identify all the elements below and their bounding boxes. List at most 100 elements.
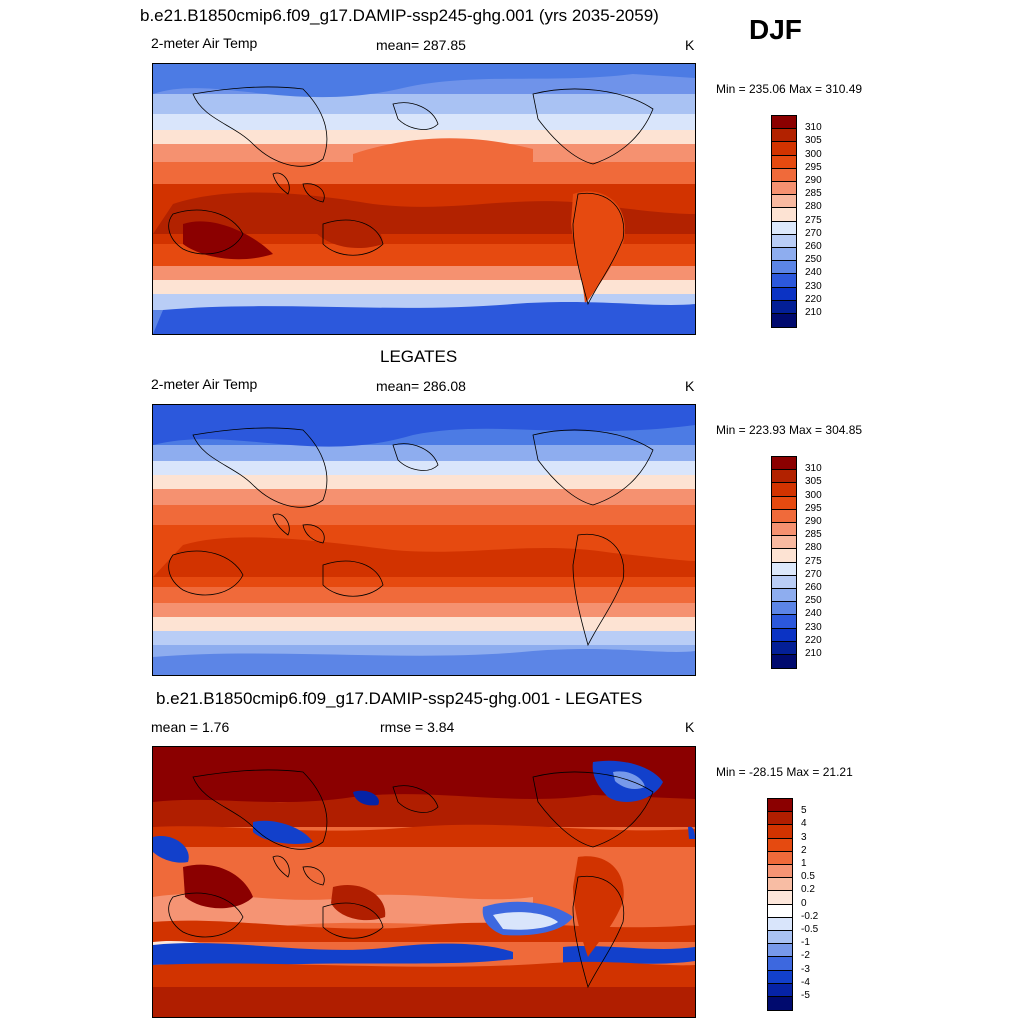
colorbar-label: 275 [805, 555, 822, 567]
panel3-minmax: Min = -28.15 Max = 21.21 [716, 765, 853, 779]
colorbar-swatch [771, 128, 797, 143]
colorbar-swatch [771, 220, 797, 235]
colorbar-swatch [771, 286, 797, 301]
colorbar-swatch [771, 260, 797, 275]
colorbar-label: 290 [805, 175, 822, 186]
colorbar-label: 240 [805, 608, 822, 620]
colorbar-label: 270 [805, 568, 822, 580]
colorbar-swatch [771, 273, 797, 288]
colorbar-label: 0.2 [801, 884, 815, 896]
panel3-map [152, 746, 696, 1018]
colorbar-label: -4 [801, 976, 810, 988]
colorbar-label: 260 [805, 241, 822, 252]
season-label: DJF [749, 14, 802, 45]
panel1-variable-label: 2-meter Air Temp [151, 35, 258, 51]
colorbar-swatch [771, 299, 797, 314]
colorbar-swatch [771, 181, 797, 196]
colorbar-swatch [767, 824, 793, 839]
colorbar-label: 275 [805, 214, 822, 226]
colorbar-swatch [771, 247, 797, 262]
colorbar-swatch [771, 456, 797, 471]
colorbar-label: -0.2 [801, 910, 819, 922]
colorbar-swatch [767, 956, 793, 971]
colorbar-swatch [767, 996, 793, 1012]
colorbar-swatch [771, 469, 797, 484]
colorbar-swatch [771, 601, 797, 616]
colorbar-swatch [771, 141, 797, 156]
panel1-colorbar: 310 305 300 295 290 285 280 275 270 260 250 240 230 2… [771, 115, 822, 329]
colorbar-swatch [771, 508, 797, 523]
colorbar-label: 240 [805, 267, 822, 279]
colorbar-swatch [767, 877, 793, 892]
colorbar-label: 305 [805, 476, 822, 488]
colorbar-label: 220 [805, 293, 822, 305]
colorbar-label: 210 [805, 648, 822, 659]
colorbar-swatch [771, 614, 797, 629]
colorbar-swatch [771, 233, 797, 248]
colorbar-swatch [771, 167, 797, 182]
panel3-difference-field [153, 747, 695, 1017]
colorbar-label: 305 [805, 135, 822, 147]
colorbar-swatch [767, 798, 793, 813]
panel2-units-label: K [685, 378, 695, 394]
colorbar-label: 285 [805, 188, 822, 200]
colorbar-swatch [767, 943, 793, 958]
colorbar-swatch [771, 154, 797, 169]
colorbar-label: 0 [801, 897, 807, 909]
panel2-map [152, 404, 696, 676]
colorbar-label: 300 [805, 148, 822, 160]
colorbar-swatch [767, 811, 793, 826]
panel2-variable-label: 2-meter Air Temp [151, 376, 258, 392]
colorbar-label: 280 [805, 542, 822, 554]
colorbar-swatch [771, 535, 797, 550]
colorbar-label: 3 [801, 831, 807, 843]
colorbar-swatch [771, 482, 797, 497]
colorbar-label: 295 [805, 161, 822, 173]
colorbar-swatch [771, 561, 797, 576]
colorbar-label: 285 [805, 529, 822, 541]
panel3-units-label: K [685, 719, 695, 735]
colorbar-swatch [767, 982, 793, 997]
colorbar-label: 270 [805, 227, 822, 239]
colorbar-swatch [771, 574, 797, 589]
panel3-title: b.e21.B1850cmip6.f09_g17.DAMIP-ssp245-gh… [156, 689, 643, 708]
colorbar-label: 220 [805, 634, 822, 646]
panel1-mean-label: mean= 287.85 [376, 37, 466, 53]
colorbar-swatch [771, 588, 797, 603]
colorbar-swatch [771, 313, 797, 329]
colorbar-swatch [771, 207, 797, 222]
colorbar-label: 250 [805, 254, 822, 266]
colorbar-swatch [767, 890, 793, 905]
colorbar-swatch [767, 850, 793, 865]
colorbar-swatch [771, 627, 797, 642]
colorbar-swatch [767, 969, 793, 984]
colorbar-swatch [767, 903, 793, 918]
panel2-minmax: Min = 223.93 Max = 304.85 [716, 423, 863, 437]
colorbar-label: 5 [801, 805, 807, 817]
panel1-temperature-field [153, 64, 695, 334]
panel3-mean-label: mean = 1.76 [151, 719, 230, 735]
panel3-rmse-label: rmse = 3.84 [380, 719, 455, 735]
colorbar-label: 230 [805, 280, 822, 292]
colorbar-label: 260 [805, 582, 822, 593]
colorbar-label: 2 [801, 844, 807, 856]
colorbar-swatch [771, 115, 797, 130]
colorbar-label: -1 [801, 937, 810, 949]
colorbar-label: 0.5 [801, 871, 815, 883]
colorbar-swatch [771, 495, 797, 510]
colorbar-swatch [771, 522, 797, 537]
colorbar-label: 295 [805, 502, 822, 514]
colorbar-label: -2 [801, 950, 810, 962]
panel2-temperature-field [153, 405, 695, 675]
panel1-map [152, 63, 696, 335]
colorbar-swatch [771, 548, 797, 563]
colorbar-label: -5 [801, 990, 810, 1001]
colorbar-label: 280 [805, 201, 822, 213]
colorbar-label: 310 [805, 122, 822, 134]
panel1-units-label: K [685, 37, 695, 53]
colorbar-label: 4 [801, 818, 807, 830]
colorbar-swatch [767, 864, 793, 879]
colorbar-label: 300 [805, 489, 822, 501]
panel1-title: b.e21.B1850cmip6.f09_g17.DAMIP-ssp245-gh… [140, 6, 659, 25]
colorbar-label: 250 [805, 595, 822, 607]
